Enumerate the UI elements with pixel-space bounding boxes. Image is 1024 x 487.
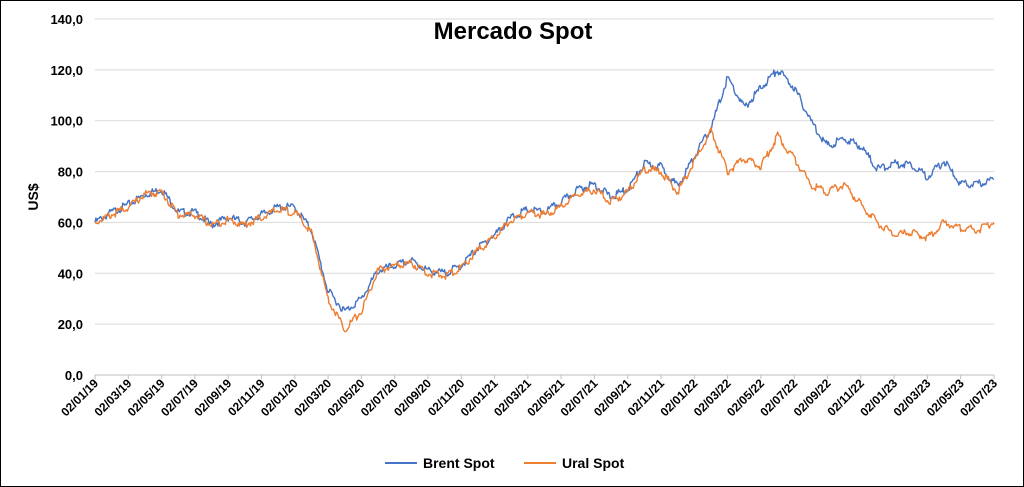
legend: Brent Spot Ural Spot [385,455,625,471]
y-tick-label: 40,0 [58,266,83,281]
legend-label: Ural Spot [562,455,625,471]
y-axis-label: US$ [25,183,41,210]
y-axis-ticks: 0,0 20,0 40,0 60,0 80,0 100,0 120,0 140,0 [50,12,83,383]
x-tick-label: 02/07/23 [957,376,1000,419]
x-axis-ticks: 02/01/1902/03/1902/05/1902/07/1902/09/19… [58,375,1000,419]
gridlines [95,18,994,376]
y-tick-label: 100,0 [50,114,83,129]
legend-label: Brent Spot [423,455,495,471]
series-line-2 [94,126,995,333]
series-lines [94,69,995,333]
y-tick-label: 20,0 [58,317,83,332]
y-tick-label: 120,0 [50,63,83,78]
y-tick-label: 0,0 [65,368,83,383]
y-tick-label: 80,0 [58,165,83,180]
series-line-1 [94,69,995,312]
y-tick-label: 140,0 [50,12,83,27]
y-tick-label: 60,0 [58,215,83,230]
chart-title: Mercado Spot [434,18,593,45]
